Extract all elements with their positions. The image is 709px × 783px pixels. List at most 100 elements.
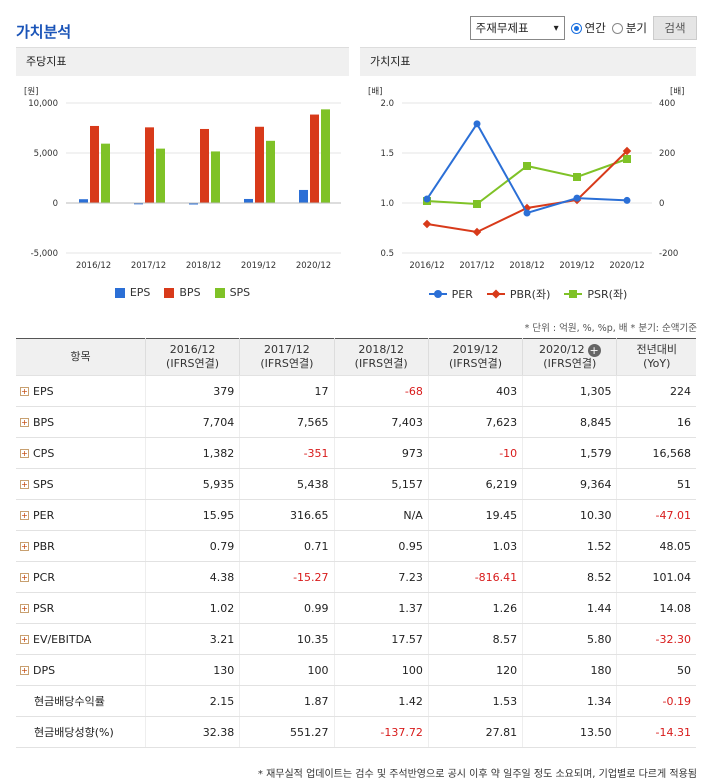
- legend-marker: [428, 289, 447, 299]
- table-cell: 973: [333, 437, 429, 469]
- point-per: [573, 194, 581, 202]
- table-cell: 15.95: [144, 499, 240, 531]
- table-cell: 27.81: [427, 716, 523, 748]
- expand-plus-icon[interactable]: +: [20, 448, 29, 458]
- expand-plus-icon[interactable]: +: [20, 634, 29, 644]
- table-cell: 51: [616, 468, 696, 500]
- table-row[interactable]: + SPS 5,935 5,438 5,157 6,219 9,364 51: [16, 468, 696, 500]
- expand-plus-icon[interactable]: +: [20, 572, 29, 582]
- point-per: [473, 120, 481, 128]
- table-cell: 316.65: [239, 499, 335, 531]
- y-tick-label: 5,000: [34, 149, 58, 159]
- expand-plus-icon[interactable]: +: [20, 510, 29, 520]
- table-row[interactable]: + BPS 7,704 7,565 7,403 7,623 8,845 16: [16, 406, 696, 438]
- y-tick-label-right: -200: [659, 249, 678, 259]
- expand-plus-icon[interactable]: +: [20, 417, 29, 427]
- table-cell: 16,568: [616, 437, 696, 469]
- bar-eps: [244, 198, 253, 203]
- radio-annual-dot[interactable]: [570, 22, 582, 34]
- header-sub: (IFRS연결): [260, 357, 314, 370]
- point-per: [423, 195, 431, 203]
- table-cell: 130: [144, 654, 240, 686]
- table-cell: 5,935: [144, 468, 240, 500]
- y-tick-label-left: 0.5: [380, 249, 394, 259]
- expand-plus-icon[interactable]: +: [20, 665, 29, 675]
- row-label-cell: + EV/EBITDA: [16, 623, 146, 655]
- table-row[interactable]: + CPS 1,382 -351 973 -10 1,579 16,568: [16, 437, 696, 469]
- header-sub: (IFRS연결): [543, 357, 597, 371]
- table-row[interactable]: + PBR 0.79 0.71 0.95 1.03 1.52 48.05: [16, 530, 696, 562]
- point-per: [623, 196, 631, 204]
- bar-bps: [310, 114, 319, 203]
- legend-item[interactable]: PSR(좌): [564, 286, 627, 302]
- table-cell: 379: [144, 375, 240, 407]
- table-cell: 17: [239, 375, 335, 407]
- table-cell: -68: [333, 375, 429, 407]
- table-cell: -14.31: [616, 716, 696, 748]
- y-tick-label: 0: [53, 199, 58, 209]
- table-row[interactable]: + PER 15.95 316.65 N/A 19.45 10.30 -47.01: [16, 499, 696, 531]
- header-yoy-sub: (YoY): [643, 357, 671, 370]
- search-button[interactable]: 검색: [653, 16, 697, 40]
- legend-label: BPS: [179, 286, 201, 299]
- header-col-2: 2018/12 (IFRS연결): [333, 338, 429, 376]
- table-cell: 48.05: [616, 530, 696, 562]
- bar-bps: [145, 127, 154, 203]
- table-cell: N/A: [333, 499, 429, 531]
- header-yoy: 전년대비 (YoY): [616, 338, 696, 376]
- expand-plus-icon[interactable]: +: [20, 541, 29, 551]
- table-cell: 5,157: [333, 468, 429, 500]
- legend-item[interactable]: BPS: [164, 286, 201, 299]
- table-row[interactable]: + PCR 4.38 -15.27 7.23 -816.41 8.52 101.04: [16, 561, 696, 593]
- legend-swatch: [164, 287, 175, 298]
- x-tick-label: 2018/12: [509, 261, 544, 271]
- legend-item[interactable]: PBR(좌): [486, 286, 551, 302]
- radio-quarter-dot[interactable]: [611, 22, 623, 34]
- radio-quarter[interactable]: 분기: [611, 20, 647, 36]
- footnote: * 재무실적 업데이트는 검수 및 주석반영으로 공시 이후 약 일주일 정도 …: [257, 769, 697, 780]
- table-cell: 16: [616, 406, 696, 438]
- header-col-1: 2017/12 (IFRS연결): [239, 338, 335, 376]
- table-cell: -351: [239, 437, 335, 469]
- table-row[interactable]: + EPS 379 17 -68 403 1,305 224: [16, 375, 696, 407]
- legend-point: [433, 290, 442, 298]
- radio-quarter-label: 분기: [625, 21, 647, 35]
- header-year: 2020/12: [538, 343, 585, 357]
- table-cell: 1.42: [333, 685, 429, 717]
- table-row[interactable]: + PSR 1.02 0.99 1.37 1.26 1.44 14.08: [16, 592, 696, 624]
- legend-item[interactable]: PER: [428, 286, 473, 302]
- table-row[interactable]: + EV/EBITDA 3.21 10.35 17.57 8.57 5.80 -32.30: [16, 623, 696, 655]
- table-cell: -816.41: [427, 561, 523, 593]
- expand-plus-icon[interactable]: +: [20, 603, 29, 613]
- row-label: EPS: [33, 384, 54, 398]
- statement-select-value: 주재무제표: [475, 21, 529, 35]
- legend-item[interactable]: EPS: [114, 286, 150, 299]
- header-yoy-label: 전년대비: [636, 343, 677, 357]
- table-cell: 2.15: [144, 685, 240, 717]
- legend-item[interactable]: SPS: [214, 286, 250, 299]
- y-tick-label-left: 2.0: [380, 99, 394, 109]
- expand-plus-icon[interactable]: +: [20, 479, 29, 489]
- header-year: 2018/12: [358, 343, 405, 357]
- add-column-icon[interactable]: +: [587, 344, 601, 358]
- header-year: 2019/12: [452, 343, 499, 357]
- row-label: 현금배당성향(%): [34, 726, 114, 739]
- legend-label: PBR(좌): [509, 288, 551, 301]
- table-cell: -47.01: [616, 499, 696, 531]
- header-sub: (IFRS연결): [354, 357, 408, 370]
- table-row[interactable]: + DPS 130 100 100 120 180 50: [16, 654, 696, 686]
- table-cell: 1,305: [522, 375, 617, 407]
- statement-select[interactable]: 주재무제표 ▾: [469, 16, 565, 40]
- y-axis-label: [원]: [24, 87, 38, 97]
- radio-annual[interactable]: 연간: [570, 20, 606, 36]
- bar-eps: [79, 199, 88, 203]
- row-label: EV/EBITDA: [33, 632, 92, 646]
- y-axis-label-right: [배]: [670, 87, 684, 97]
- table-cell: -0.19: [616, 685, 696, 717]
- row-label: 현금배당수익률: [34, 695, 105, 708]
- row-label: BPS: [33, 415, 55, 429]
- table-cell: 7,403: [333, 406, 429, 438]
- row-label-cell: + EPS: [16, 375, 146, 407]
- row-label-cell: 현금배당성향(%): [16, 716, 146, 748]
- expand-plus-icon[interactable]: +: [20, 386, 29, 396]
